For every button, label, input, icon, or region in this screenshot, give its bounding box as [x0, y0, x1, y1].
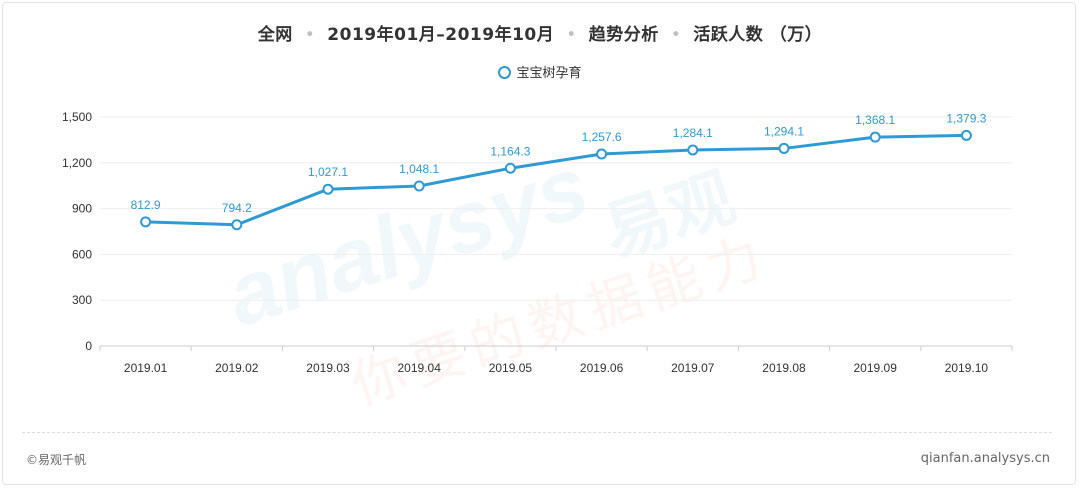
x-tick-label: 2019.01 [124, 361, 168, 375]
footer-copyright: ©易观千帆 [26, 453, 87, 467]
title-metric: 活跃人数 （万） [693, 25, 823, 45]
data-point [596, 148, 608, 160]
data-label: 1,284.1 [673, 126, 713, 140]
data-point [778, 142, 790, 154]
y-tick-label: 0 [85, 339, 92, 353]
x-tick-label: 2019.03 [306, 361, 350, 375]
x-tick-label: 2019.02 [215, 361, 259, 375]
data-label: 1,257.6 [582, 130, 622, 144]
data-point [322, 183, 334, 195]
footer-divider [22, 432, 1052, 433]
chart-legend[interactable]: 宝宝树孕育 [0, 62, 1080, 81]
x-tick-label: 2019.09 [854, 361, 898, 375]
x-tick-label: 2019.10 [945, 361, 989, 375]
y-tick-label: 1,500 [62, 110, 92, 124]
title-separator: • [566, 25, 577, 45]
x-tick-label: 2019.05 [489, 361, 533, 375]
data-label: 1,379.3 [946, 111, 986, 125]
chart-title: 全网 • 2019年01月–2019年10月 • 趋势分析 • 活跃人数 （万） [0, 20, 1080, 45]
title-period: 2019年01月–2019年10月 [327, 25, 555, 45]
title-analysis: 趋势分析 [588, 25, 659, 45]
data-label: 1,368.1 [855, 113, 895, 127]
data-label: 812.9 [131, 198, 161, 212]
y-tick-label: 900 [72, 202, 92, 216]
data-point [960, 129, 972, 141]
legend-label: 宝宝树孕育 [516, 66, 582, 81]
legend-marker-icon [498, 66, 512, 79]
series-line [145, 133, 967, 227]
data-point [413, 180, 425, 192]
title-separator: • [304, 25, 316, 45]
data-label: 1,027.1 [308, 165, 348, 179]
data-point [231, 219, 243, 231]
footer-source: qianfan.analysys.cn [920, 451, 1050, 466]
x-tick-label: 2019.04 [398, 361, 442, 375]
x-tick-label: 2019.07 [671, 361, 715, 375]
y-tick-label: 300 [72, 293, 92, 307]
data-point [504, 162, 516, 174]
data-point [140, 216, 152, 228]
y-tick-label: 1,200 [62, 156, 92, 170]
title-separator: • [670, 25, 682, 45]
data-label: 1,164.3 [490, 144, 530, 158]
data-label: 794.2 [222, 201, 252, 215]
x-tick-label: 2019.06 [580, 361, 624, 375]
x-tick-label: 2019.08 [762, 361, 806, 375]
data-point [869, 131, 881, 143]
data-label: 1,048.1 [399, 162, 439, 176]
data-point [687, 144, 699, 156]
data-label: 1,294.1 [764, 124, 804, 138]
y-tick-label: 600 [72, 247, 92, 261]
title-scope: 全网 [257, 25, 293, 45]
